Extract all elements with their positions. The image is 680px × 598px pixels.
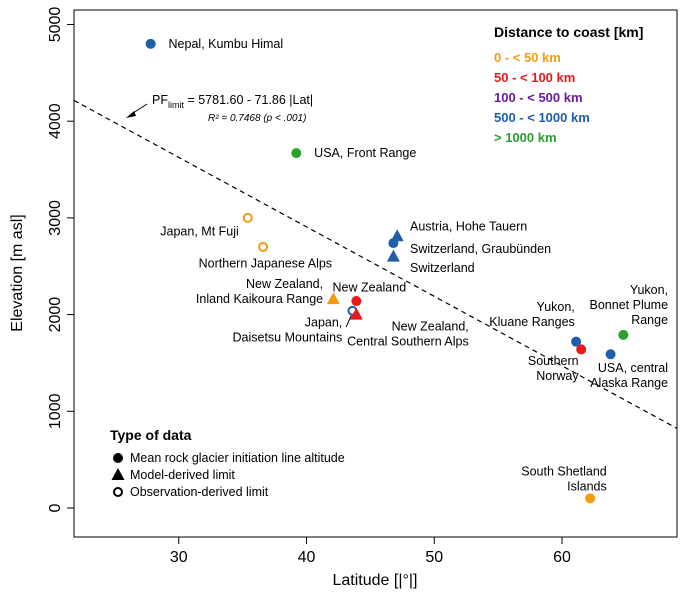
point-label: Daisetsu Mountains (233, 331, 343, 345)
data-point (576, 344, 587, 355)
point-labels: Nepal, Kumbu Himal USA, Front Range Japan,… (160, 37, 668, 494)
y-tick-label: 4000 (47, 103, 64, 139)
point-label: Japan, Mt Fuji (160, 224, 239, 238)
point-label: Japan, (305, 316, 343, 330)
equation-body: = 5781.60 - 71.86 |Lat| (184, 93, 313, 107)
color-legend-title: Distance to coast [km] (494, 24, 643, 40)
x-tick-label: 40 (298, 549, 316, 566)
color-legend-entry: 50 - < 100 km (494, 70, 575, 85)
x-tick-label: 50 (425, 549, 443, 566)
data-point (145, 38, 156, 49)
regression-line-group (73, 99, 678, 429)
x-axis-title: Latitude [|°|] (333, 572, 418, 589)
y-axis-title: Elevation [m asl] (9, 214, 26, 331)
point-label: Alaska Range (590, 376, 668, 390)
type-legend-entry: Model-derived limit (130, 468, 235, 482)
x-tick-label: 60 (553, 549, 571, 566)
point-label: Yukon, (537, 300, 575, 314)
point-label: Northern Japanese Alps (199, 256, 332, 270)
color-legend-entry: 0 - < 50 km (494, 50, 561, 65)
color-legend-entry: 100 - < 500 km (494, 90, 583, 105)
y-tick-label: 3000 (47, 200, 64, 236)
data-points (145, 38, 629, 504)
data-point (351, 296, 362, 307)
type-legend-marker (113, 453, 123, 463)
point-label: Kluane Ranges (489, 315, 574, 329)
type-legend-title: Type of data (110, 427, 192, 443)
axis-ticks: 30 40 50 60 0 1000 2000 3000 4000 5000 (47, 7, 571, 566)
equation-arrow-head (126, 111, 136, 118)
regression-line (73, 99, 678, 429)
type-legend-marker (111, 468, 125, 480)
point-label: New Zealand, (392, 319, 469, 333)
data-point (326, 292, 340, 305)
point-label: Range (631, 313, 668, 327)
type-legend-items: Mean rock glacier initiation line altitu… (111, 451, 345, 499)
point-label: New Zealand (333, 281, 407, 295)
point-label: Norway (536, 369, 579, 383)
point-label: USA, Front Range (314, 146, 416, 160)
regression-annotation: PFlimit = 5781.60 - 71.86 |Lat| R² = 0.7… (126, 93, 313, 124)
data-point (388, 238, 399, 249)
data-point (242, 212, 253, 223)
data-point (585, 493, 596, 504)
data-point (618, 329, 629, 340)
data-point (571, 336, 582, 347)
equation-prefix: PF (152, 93, 168, 107)
point-label: USA, central (598, 361, 668, 375)
y-tick-label: 0 (47, 503, 64, 512)
type-legend-entry: Mean rock glacier initiation line altitu… (130, 451, 345, 465)
data-point (605, 349, 616, 360)
point-label: Yukon, (630, 283, 668, 297)
data-point (258, 241, 269, 252)
type-legend-entry: Observation-derived limit (130, 485, 269, 499)
label-leader-line (345, 315, 352, 328)
type-legend: Type of data Mean rock glacier initiatio… (110, 427, 345, 499)
point-label: Austria, Hohe Tauern (410, 220, 527, 234)
y-tick-label: 2000 (47, 297, 64, 333)
color-legend-entry: 500 - < 1000 km (494, 110, 590, 125)
point-label: Nepal, Kumbu Himal (169, 37, 284, 51)
point-label: Bonnet Plume (590, 298, 669, 312)
point-label: South Shetland (521, 464, 607, 478)
color-legend-entry: > 1000 km (494, 130, 557, 145)
point-label: New Zealand, (246, 277, 323, 291)
data-point (386, 249, 400, 262)
point-label: Inland Kaikoura Range (196, 292, 323, 306)
type-legend-marker (113, 487, 123, 497)
r-squared-label: R² = 0.7468 (p < .001) (208, 113, 306, 124)
x-tick-label: 30 (170, 549, 188, 566)
point-label: Southern (528, 354, 579, 368)
color-legend: Distance to coast [km] 0 - < 50 km 50 - <… (494, 24, 643, 145)
point-label: Switzerland (410, 261, 475, 275)
point-label: Central Southern Alps (347, 334, 469, 348)
y-tick-label: 5000 (47, 7, 64, 43)
y-tick-label: 1000 (47, 393, 64, 429)
point-label: Switzerland, Graubünden (410, 242, 551, 256)
plot-frame (73, 9, 678, 538)
data-point (291, 148, 302, 159)
color-legend-items: 0 - < 50 km 50 - < 100 km 100 - < 500 km 50… (494, 50, 590, 145)
equation-subscript: limit (168, 100, 184, 110)
point-label: Islands (567, 479, 607, 493)
svg-text:PFlimit = 5781.60 - 71.86 |Lat: PFlimit = 5781.60 - 71.86 |Lat| (152, 93, 313, 110)
data-point (349, 307, 363, 320)
